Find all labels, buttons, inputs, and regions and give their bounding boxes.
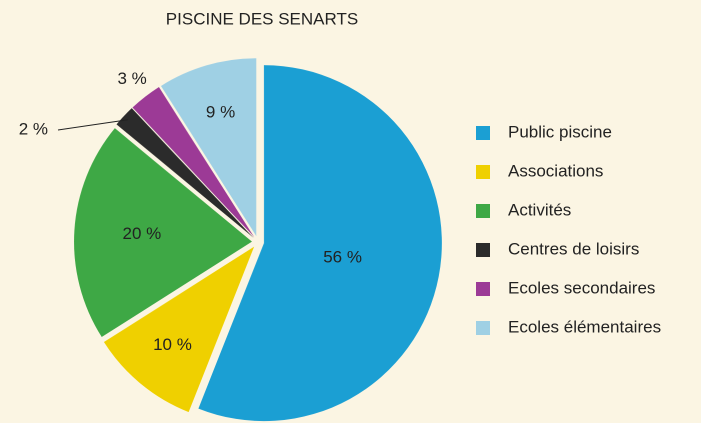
data-label: 10 % <box>153 335 192 354</box>
legend-swatch <box>476 321 490 335</box>
chart-title: PISCINE DES SENARTS <box>166 9 358 28</box>
data-label: 56 % <box>323 248 362 267</box>
legend-label: Centres de loisirs <box>508 239 639 258</box>
legend-swatch <box>476 243 490 257</box>
legend-label: Associations <box>508 161 603 180</box>
legend-swatch <box>476 126 490 140</box>
legend-swatch <box>476 165 490 179</box>
legend-label: Ecoles élémentaires <box>508 317 661 336</box>
data-label: 20 % <box>122 224 161 243</box>
leader-line <box>57 119 128 131</box>
legend-label: Activités <box>508 200 571 219</box>
legend-swatch <box>476 282 490 296</box>
legend-label: Public piscine <box>508 122 612 141</box>
legend-label: Ecoles secondaires <box>508 278 655 297</box>
data-label: 9 % <box>206 103 235 122</box>
data-label: 3 % <box>117 69 146 88</box>
data-label: 2 % <box>19 119 48 138</box>
legend-swatch <box>476 204 490 218</box>
